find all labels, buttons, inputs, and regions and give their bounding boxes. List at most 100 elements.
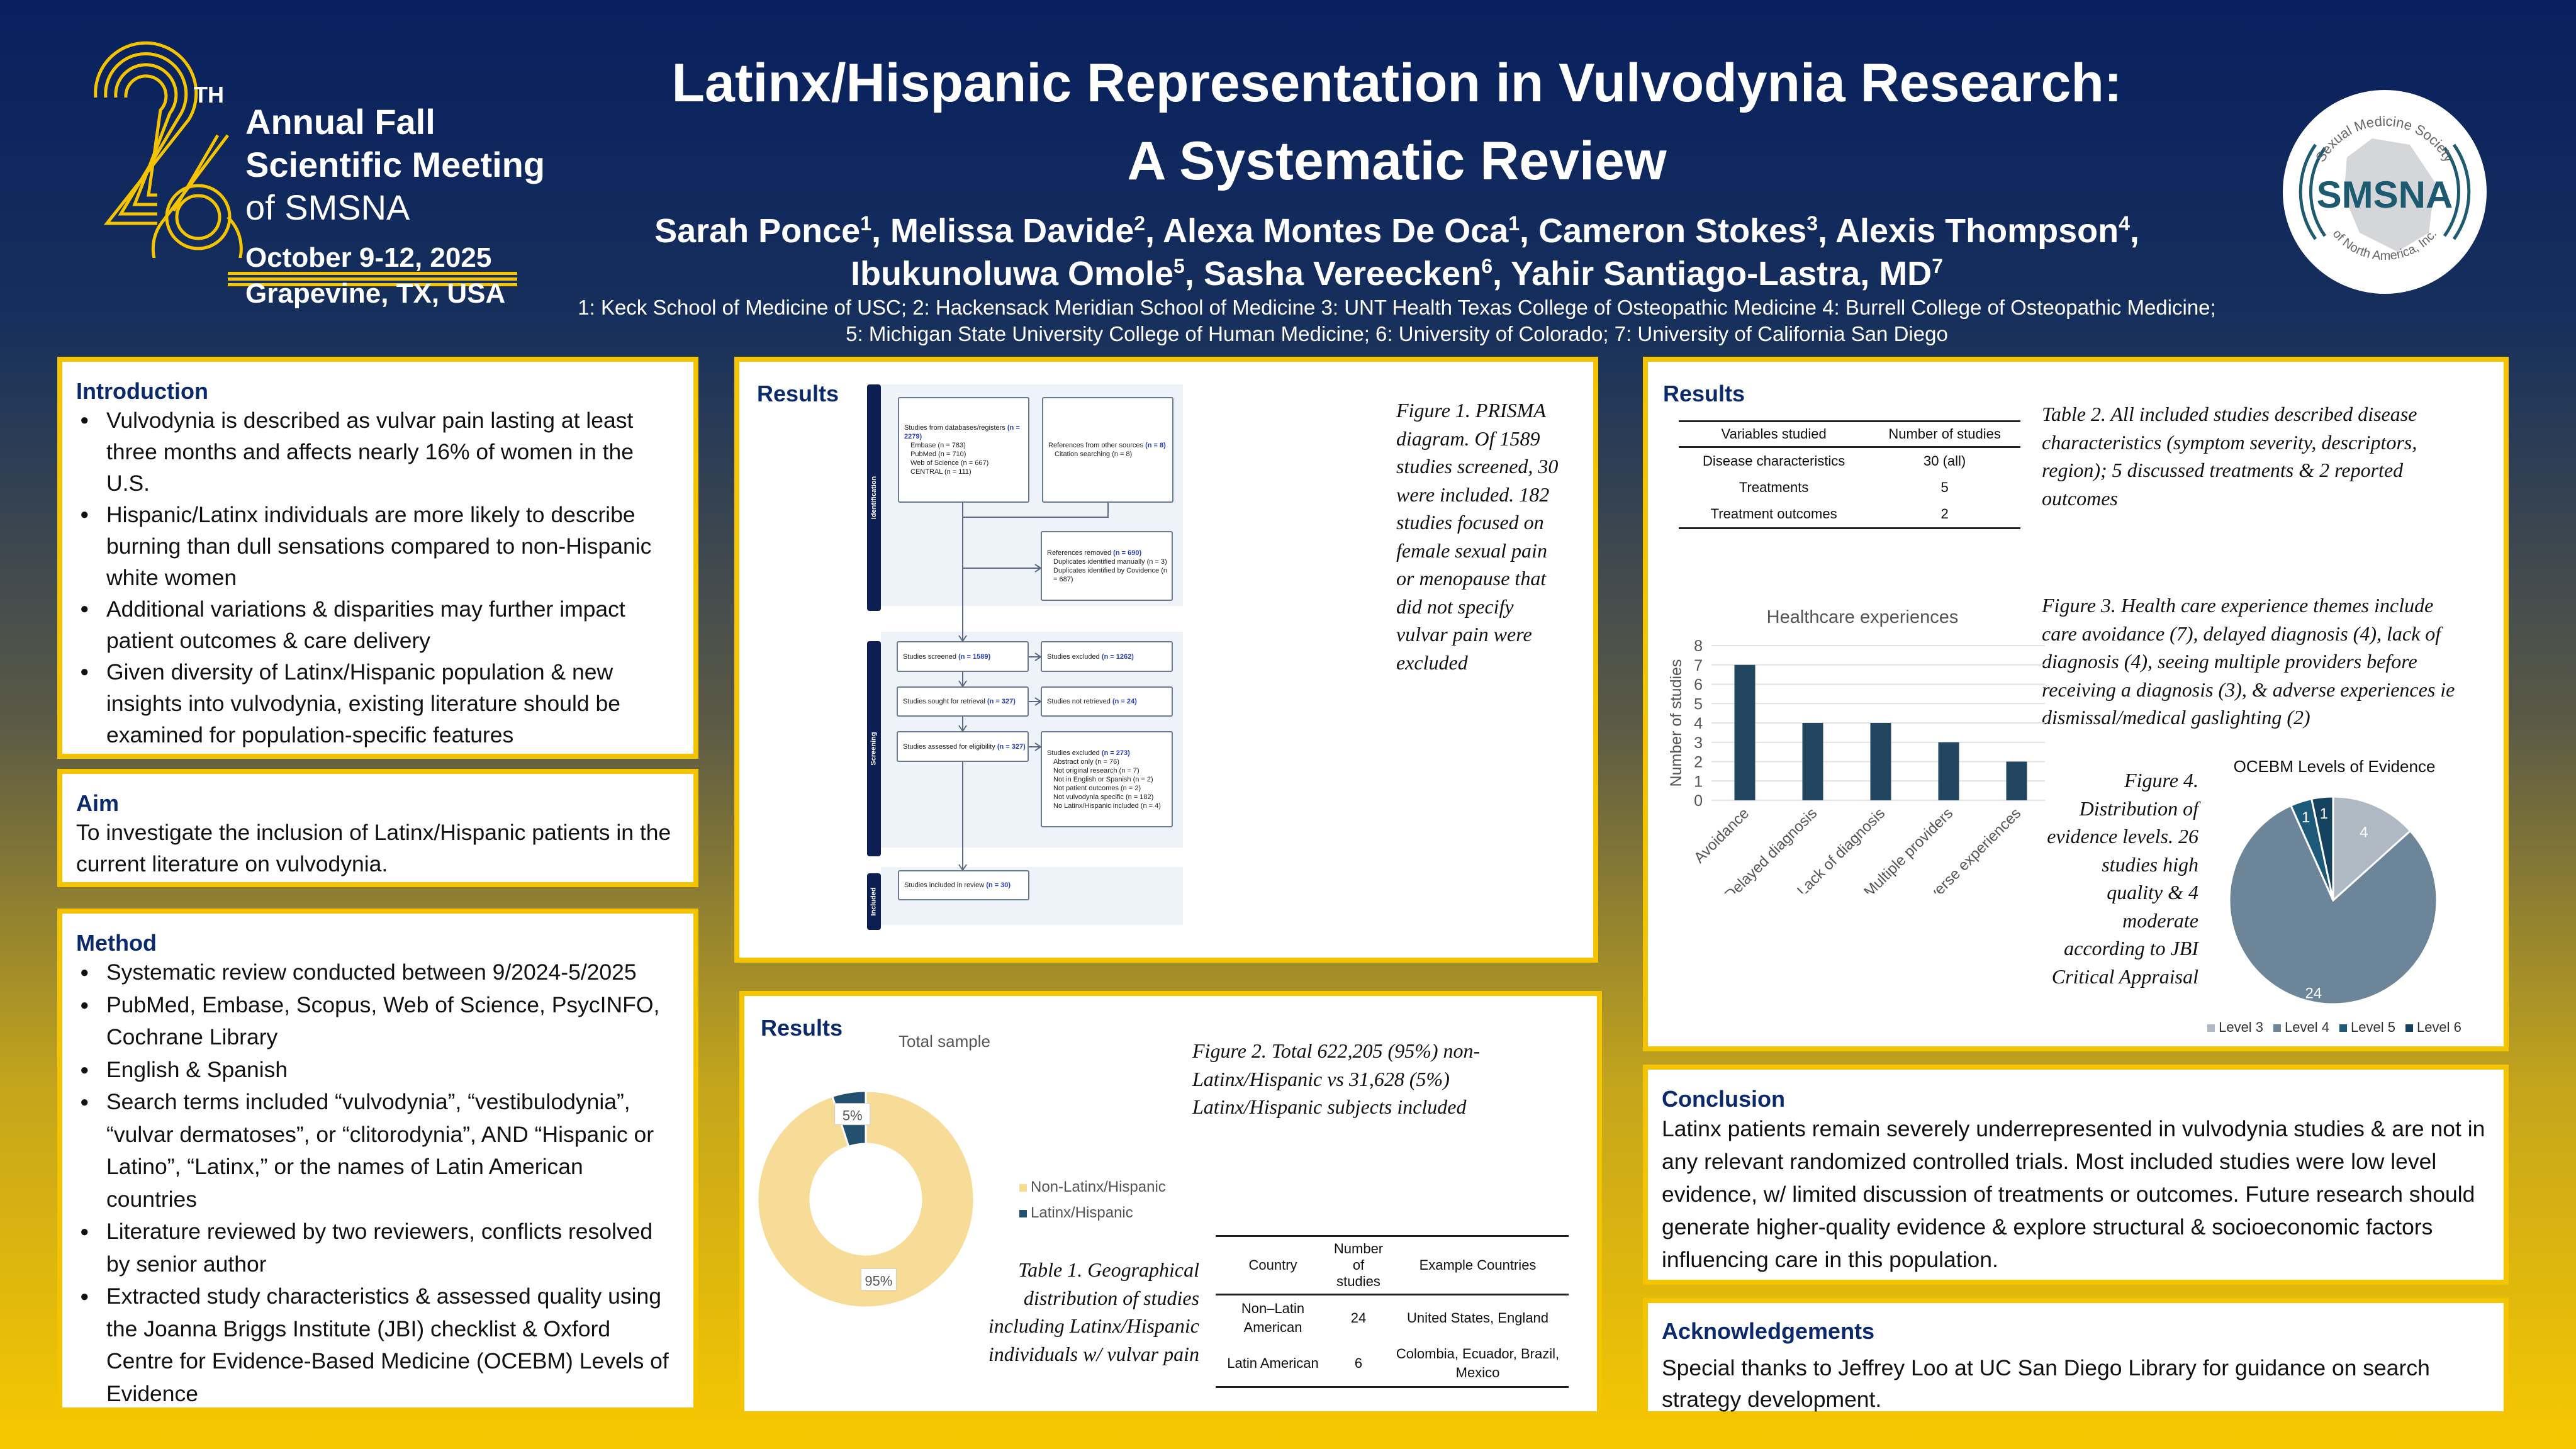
prisma-subitem: Web of Science (n = 667) [910, 459, 989, 467]
authors-line2: Ibukunoluwa Omole5, Sasha Vereecken6, Ya… [851, 255, 1943, 293]
y-tick-label: 3 [1694, 734, 1703, 752]
author-name: Alexa Montes De Oca [1163, 212, 1509, 250]
figure3-caption: Figure 3. Health care experience themes … [2042, 594, 2455, 729]
table-header: Example Countries [1387, 1235, 1569, 1295]
bar [1870, 723, 1891, 800]
acknowledgements-text: Special thanks to Jeffrey Loo at UC San … [1662, 1355, 2430, 1412]
bullet-item: Search terms included “vulvodynia”, “ves… [76, 1086, 680, 1216]
author-name: Melissa Davide [890, 212, 1134, 250]
acknowledgements-panel: Acknowledgements Special thanks to Jeffr… [1643, 1298, 2509, 1416]
prisma-box-label: Studies screened (n = 1589) [903, 652, 1028, 661]
prisma-label: Studies included in review [904, 881, 985, 889]
prisma-box-other-sources: References from other sources (n = 8) Cit… [1042, 397, 1173, 503]
bar [1938, 742, 1959, 800]
prisma-label: References from other sources [1048, 442, 1144, 449]
conclusion-heading: Conclusion [1662, 1086, 1785, 1112]
prisma-box-label: References from other sources (n = 8) [1048, 441, 1172, 450]
pie-chart: 4 24 1 1 [2228, 795, 2438, 1005]
prisma-subitem: Embase (n = 783) [910, 442, 966, 449]
legend-item: Latinx/Hispanic [1019, 1200, 1166, 1226]
method-heading: Method [76, 930, 157, 956]
donut-legend: Non-Latinx/Hispanic Latinx/Hispanic [1019, 1174, 1166, 1226]
bullet-item: Hispanic/Latinx individuals are more lik… [76, 499, 680, 593]
conclusion-text: Latinx patients remain severely underrep… [1662, 1116, 2485, 1272]
conference-logo: TH Annual Fall Scientific Meeting of SMS… [82, 38, 560, 315]
legend-label: Level 4 [2285, 1019, 2329, 1035]
legend-item: Level 6 [2405, 1019, 2461, 1035]
prisma-label: Studies excluded [1047, 652, 1100, 661]
results-heading: Results [757, 381, 839, 406]
author-affiliation-number: 6 [1481, 255, 1492, 277]
method-panel: Method Systematic review conducted betwe… [57, 909, 698, 1413]
x-tick-label: Adverse experiences [1913, 805, 2025, 893]
prisma-subitem: Not patient outcomes (n = 2) [1053, 784, 1141, 792]
prisma-label: Studies screened [903, 652, 956, 661]
y-tick-label: 0 [1694, 792, 1703, 810]
bar-chart-title: Healthcare experiences [1766, 607, 1959, 627]
table-cell: 5 [1940, 479, 1949, 495]
prisma-box-included: Studies included in review (n = 30) [898, 870, 1029, 900]
prisma-box-removed: References removed (n = 690) Duplicates i… [1041, 531, 1173, 601]
table1-caption: Table 1. Geographical distribution of st… [988, 1258, 1199, 1365]
aim-panel: Aim To investigate the inclusion of Lati… [57, 769, 698, 887]
bullet-item: Given diversity of Latinx/Hispanic popul… [76, 656, 680, 751]
north-america-map-icon [2344, 138, 2435, 252]
logo-dates: October 9-12, 2025 [245, 242, 492, 273]
table-row: Treatment outcomes 2 [1679, 501, 2020, 529]
logo-line1: Annual Fall [245, 102, 435, 142]
prisma-count: (n = 690) [1113, 549, 1142, 557]
bullet-item: Additional variations & disparities may … [76, 593, 680, 656]
logo-stripes [228, 272, 517, 287]
prisma-subitem: PubMed (n = 710) [910, 450, 966, 458]
table-header: Country [1216, 1235, 1331, 1295]
data-label: 24 [2305, 985, 2322, 1002]
stage-identification: Identification [867, 384, 881, 611]
table-cell: 30 (all) [1924, 453, 1966, 469]
table-cell: 6 [1330, 1341, 1387, 1388]
legend-label: Non-Latinx/Hispanic [1031, 1178, 1166, 1195]
legend-item: Level 4 [2273, 1019, 2329, 1035]
legend-item: Level 5 [2339, 1019, 2395, 1035]
data-label: 1 [2302, 809, 2310, 826]
legend-label: Level 5 [2351, 1019, 2395, 1035]
table-row: Disease characteristics 30 (all) [1679, 447, 2020, 475]
logo-location: Grapevine, TX, USA [245, 278, 506, 309]
legend-swatch-icon [2273, 1024, 2282, 1032]
pie-slice [2310, 795, 2334, 901]
table-cell: Latin American [1216, 1341, 1331, 1388]
table-cell: 2 [1869, 501, 2020, 529]
y-tick-label: 4 [1694, 715, 1703, 732]
prisma-box-label: Studies from databases/registers (n = 22… [904, 423, 1028, 441]
table-row: Latin American 6 Colombia, Ecuador, Brazil… [1216, 1341, 1569, 1388]
table-cell: Non–Latin American [1241, 1301, 1305, 1335]
legend-swatch-icon [2405, 1024, 2413, 1032]
logo-line2: Scientific Meeting [245, 145, 546, 184]
prisma-label: Studies assessed for eligibility [903, 742, 995, 751]
prisma-subitem: Citation searching (n = 8) [1055, 450, 1133, 458]
legend-item: Level 3 [2207, 1019, 2263, 1035]
results-heading: Results [761, 1015, 843, 1041]
bar [1802, 723, 1823, 800]
prisma-box-sought: Studies sought for retrieval (n = 327) [897, 686, 1029, 717]
prisma-box-label: Studies excluded (n = 1262) [1047, 652, 1172, 661]
author-name: Yahir Santiago-Lastra, MD [1511, 255, 1932, 293]
author-name: Sasha Vereecken [1203, 255, 1482, 293]
legend-swatch-icon [1019, 1184, 1027, 1192]
figure1-caption: Figure 1. PRISMA diagram. Of 1589 studie… [1396, 399, 1559, 674]
table-row: Non–Latin American 24 United States, Engla… [1216, 1295, 1569, 1341]
table1-geographical-distribution: Country Number of studies Example Countrie… [1216, 1235, 1569, 1388]
prisma-subitem: Duplicates identified manually (n = 3) [1053, 557, 1167, 566]
legend-swatch-icon [2207, 1024, 2215, 1032]
author-affiliation-number: 5 [1173, 255, 1185, 277]
aim-heading: Aim [76, 790, 120, 816]
legend-item: Non-Latinx/Hispanic [1019, 1174, 1166, 1200]
y-tick-label: 1 [1694, 773, 1703, 790]
bar [2006, 761, 2027, 800]
legend-label: Level 6 [2416, 1019, 2461, 1035]
author-affiliation-number: 3 [1806, 212, 1818, 235]
table-cell: Treatment outcomes [1679, 501, 1869, 529]
prisma-subitem: CENTRAL (n = 111) [910, 468, 972, 476]
data-label: 1 [2320, 805, 2328, 822]
aim-text: To investigate the inclusion of Latinx/H… [76, 820, 671, 876]
prisma-subitem: Not in English or Spanish (n = 2) [1053, 775, 1153, 783]
